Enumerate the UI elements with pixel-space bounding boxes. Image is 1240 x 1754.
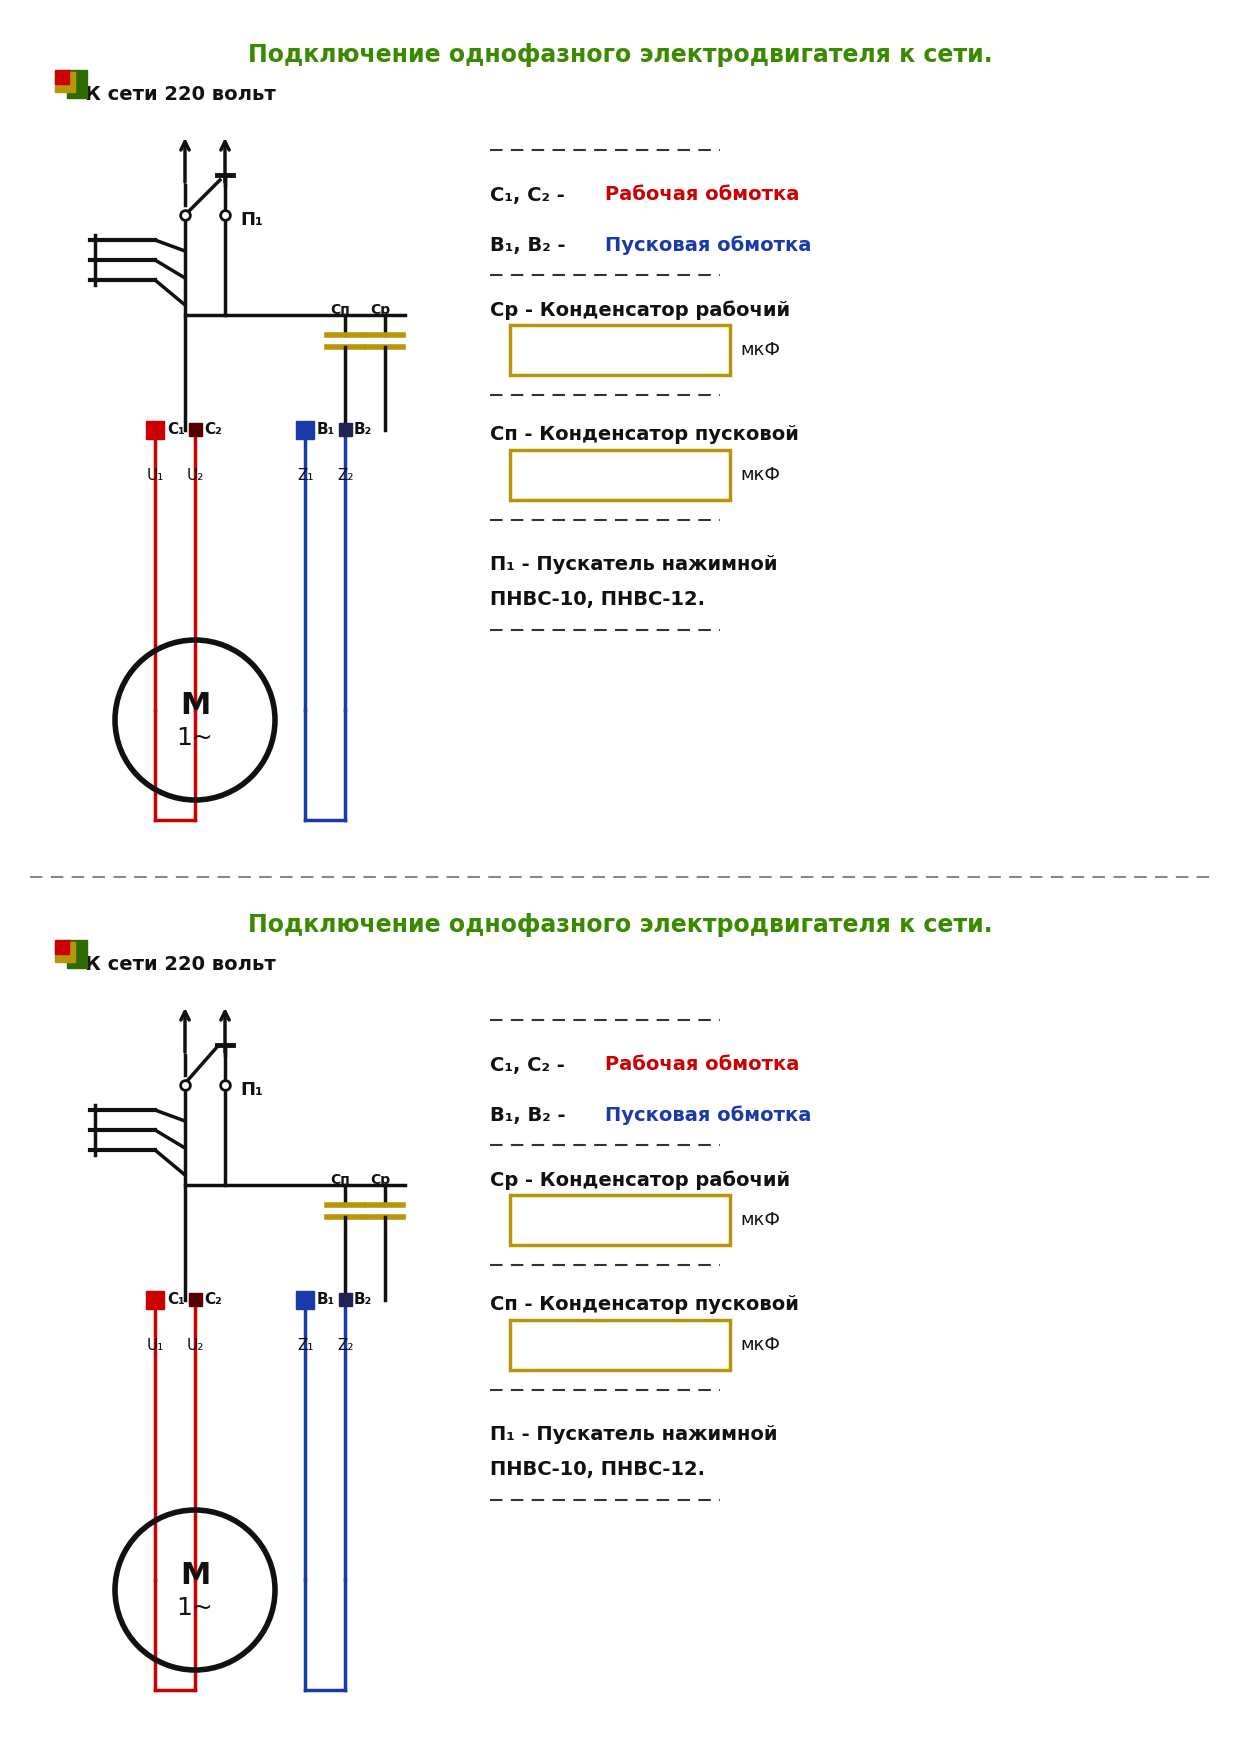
- Text: С₁: С₁: [167, 423, 185, 437]
- Text: Сп: Сп: [330, 303, 350, 317]
- Text: M: M: [180, 1561, 211, 1589]
- Text: мкФ: мкФ: [740, 1210, 780, 1230]
- Text: В₁: В₁: [317, 1293, 335, 1307]
- Text: Ср - Конденсатор рабочий: Ср - Конденсатор рабочий: [490, 300, 790, 319]
- Bar: [146, 421, 164, 438]
- Text: Z₂: Z₂: [337, 468, 353, 482]
- Text: В₁, В₂ -: В₁, В₂ -: [490, 235, 572, 254]
- Text: П₁ - Пускатель нажимной: П₁ - Пускатель нажимной: [490, 556, 777, 575]
- Text: Ср: Ср: [370, 303, 391, 317]
- Bar: [55, 72, 74, 91]
- Text: мкФ: мкФ: [740, 1337, 780, 1354]
- Bar: [339, 1293, 352, 1307]
- Bar: [55, 942, 74, 961]
- Bar: [188, 1293, 202, 1307]
- Text: П₁: П₁: [241, 1080, 263, 1100]
- Text: 1~: 1~: [176, 1596, 213, 1621]
- Text: Сп: Сп: [330, 1173, 350, 1187]
- Text: Ср - Конденсатор рабочий: Ср - Конденсатор рабочий: [490, 1170, 790, 1189]
- Bar: [296, 421, 314, 438]
- Text: Пусковая обмотка: Пусковая обмотка: [605, 1105, 811, 1124]
- Text: Сп - Конденсатор пусковой: Сп - Конденсатор пусковой: [490, 426, 799, 444]
- Text: Z₂: Z₂: [337, 1338, 353, 1352]
- Bar: [339, 423, 352, 437]
- Text: ПНВС-10, ПНВС-12.: ПНВС-10, ПНВС-12.: [490, 1461, 706, 1480]
- Text: ПНВС-10, ПНВС-12.: ПНВС-10, ПНВС-12.: [490, 591, 706, 609]
- Text: Пусковая обмотка: Пусковая обмотка: [605, 235, 811, 254]
- Text: U₂: U₂: [187, 1338, 205, 1352]
- Text: Рабочая обмотка: Рабочая обмотка: [605, 186, 800, 205]
- Bar: [296, 1291, 314, 1308]
- Bar: [55, 940, 69, 954]
- Text: В₁, В₂ -: В₁, В₂ -: [490, 1105, 572, 1124]
- Bar: [510, 451, 730, 500]
- Text: мкФ: мкФ: [740, 340, 780, 360]
- Text: С₂: С₂: [205, 1293, 222, 1307]
- Text: Подключение однофазного электродвигателя к сети.: Подключение однофазного электродвигателя…: [248, 914, 992, 937]
- Bar: [510, 1321, 730, 1370]
- Text: П₁: П₁: [241, 210, 263, 230]
- Bar: [67, 70, 87, 98]
- Text: В₁: В₁: [317, 423, 335, 437]
- Text: С₁, С₂ -: С₁, С₂ -: [490, 1056, 572, 1075]
- Text: С₂: С₂: [205, 423, 222, 437]
- Text: К сети 220 вольт: К сети 220 вольт: [86, 86, 275, 105]
- Text: В₂: В₂: [353, 423, 372, 437]
- Text: U₂: U₂: [187, 468, 205, 482]
- Bar: [510, 324, 730, 375]
- Bar: [55, 70, 69, 84]
- Text: U₁: U₁: [148, 1338, 165, 1352]
- Text: Подключение однофазного электродвигателя к сети.: Подключение однофазного электродвигателя…: [248, 44, 992, 67]
- Bar: [67, 940, 87, 968]
- Bar: [510, 1194, 730, 1245]
- Text: В₂: В₂: [353, 1293, 372, 1307]
- Text: мкФ: мкФ: [740, 467, 780, 484]
- Text: Рабочая обмотка: Рабочая обмотка: [605, 1056, 800, 1075]
- Text: Сп - Конденсатор пусковой: Сп - Конденсатор пусковой: [490, 1296, 799, 1314]
- Text: С₁, С₂ -: С₁, С₂ -: [490, 186, 572, 205]
- Text: Z₁: Z₁: [298, 1338, 314, 1352]
- Text: M: M: [180, 691, 211, 719]
- Text: П₁ - Пускатель нажимной: П₁ - Пускатель нажимной: [490, 1426, 777, 1445]
- Text: К сети 220 вольт: К сети 220 вольт: [86, 956, 275, 975]
- Bar: [146, 1291, 164, 1308]
- Text: Z₁: Z₁: [298, 468, 314, 482]
- Text: С₁: С₁: [167, 1293, 185, 1307]
- Text: 1~: 1~: [176, 726, 213, 751]
- Text: U₁: U₁: [148, 468, 165, 482]
- Bar: [188, 423, 202, 437]
- Text: Ср: Ср: [370, 1173, 391, 1187]
